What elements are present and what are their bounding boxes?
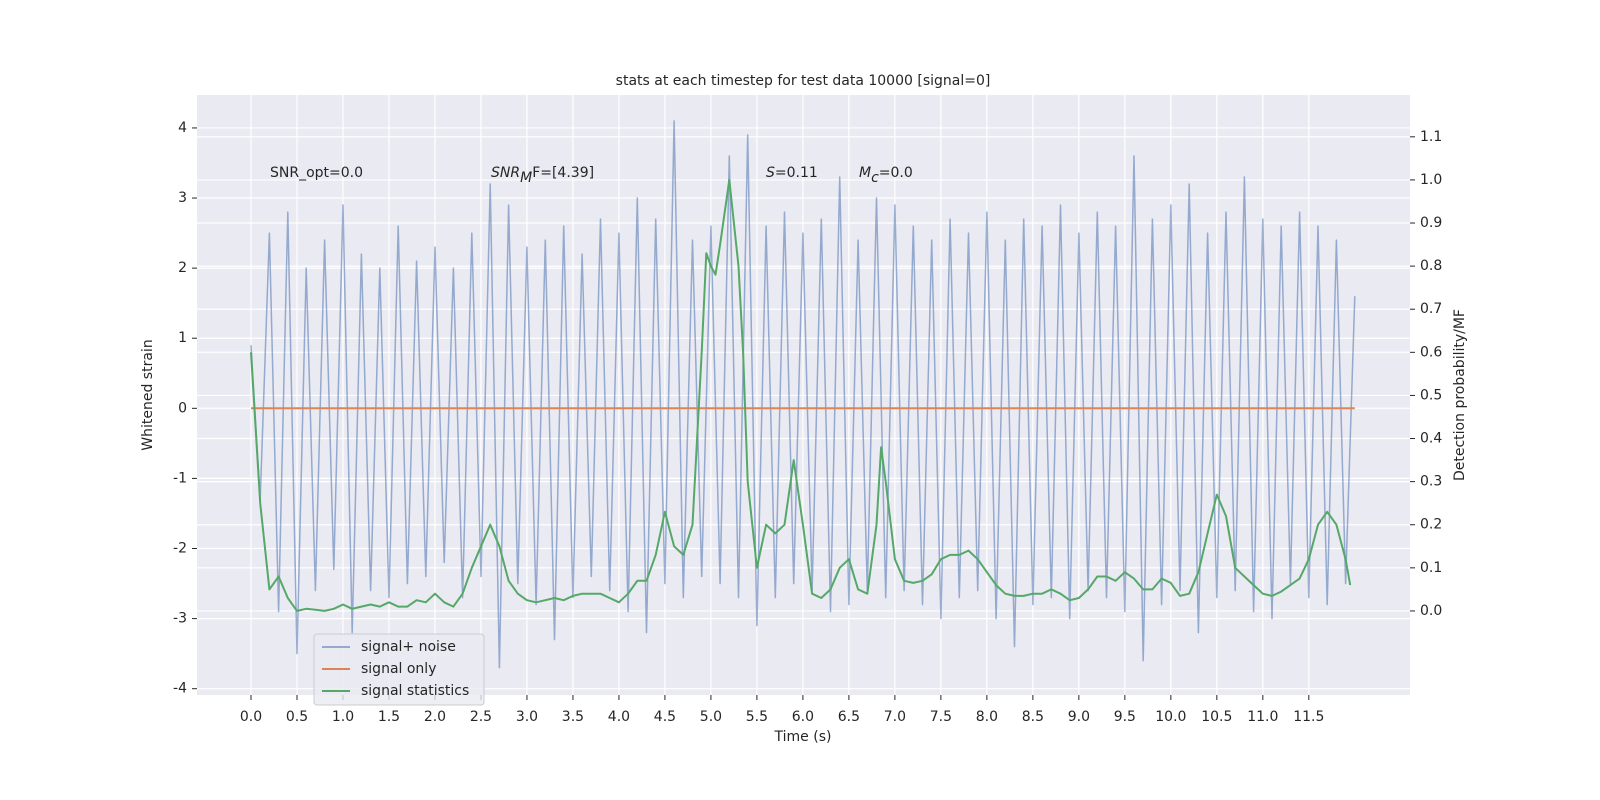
- y2-tick-label: 0.5: [1420, 387, 1442, 403]
- y-tick-label: -4: [173, 681, 187, 697]
- x-tick-label: 11.5: [1293, 709, 1324, 725]
- legend-label: signal only: [361, 661, 436, 677]
- annotation-tail: =0.11: [775, 165, 818, 181]
- x-tick-label: 2.0: [424, 709, 446, 725]
- y2-tick-label: 0.0: [1420, 603, 1442, 619]
- y2-tick-label: 1.0: [1420, 172, 1442, 188]
- y-tick-label: 3: [178, 190, 187, 206]
- y2-tick-label: 0.7: [1420, 301, 1442, 317]
- annotation-base: S: [766, 165, 775, 181]
- annotation-sub: M: [520, 170, 532, 186]
- y2-tick-label: 0.2: [1420, 517, 1442, 533]
- y2-tick-label: 0.6: [1420, 344, 1442, 360]
- annotation-base: SNR: [491, 165, 520, 181]
- y2-tick-label: 0.1: [1420, 560, 1442, 576]
- annotation-tail: F=[4.39]: [532, 165, 594, 181]
- x-tick-label: 0.5: [286, 709, 308, 725]
- x-tick-label: 1.5: [378, 709, 400, 725]
- y2-axis-label: Detection probability/MF: [1452, 309, 1468, 481]
- annotation-base: SNR_opt=0.0: [270, 165, 363, 181]
- x-tick-label: 8.5: [1022, 709, 1044, 725]
- x-tick-label: 11.0: [1247, 709, 1278, 725]
- x-tick-label: 0.0: [240, 709, 262, 725]
- x-tick-label: 1.0: [332, 709, 354, 725]
- y-tick-label: -2: [173, 541, 187, 557]
- y-tick-label: -1: [173, 470, 187, 486]
- y2-tick-label: 0.9: [1420, 215, 1442, 231]
- annotation: Mc=0.0: [859, 165, 913, 186]
- series-line: [250, 178, 1352, 612]
- x-tick-label: 4.0: [608, 709, 630, 725]
- x-tick-label: 2.5: [470, 709, 492, 725]
- x-tick-label: 3.0: [516, 709, 538, 725]
- chart-title: stats at each timestep for test data 100…: [616, 73, 991, 89]
- y-tick-label: 1: [178, 330, 187, 346]
- annotation: S=0.11: [766, 165, 818, 181]
- y2-tick-label: 0.3: [1420, 474, 1442, 490]
- y2-tick-label: 1.1: [1420, 129, 1442, 145]
- x-tick-label: 3.5: [562, 709, 584, 725]
- x-tick-label: 7.0: [884, 709, 906, 725]
- x-tick-label: 8.0: [976, 709, 998, 725]
- x-tick-label: 10.5: [1201, 709, 1232, 725]
- annotation-base: M: [859, 165, 871, 181]
- x-tick-label: 7.5: [930, 709, 952, 725]
- y-axis-label: Whitened strain: [140, 339, 156, 450]
- annotation-tail: =0.0: [879, 165, 913, 181]
- annotation-sub: c: [871, 170, 879, 186]
- legend-box: [313, 633, 485, 706]
- x-tick-label: 9.5: [1114, 709, 1136, 725]
- annotation: SNRMF=[4.39]: [491, 165, 594, 186]
- y-tick-label: 2: [178, 260, 187, 276]
- y2-tick-label: 0.8: [1420, 258, 1442, 274]
- x-tick-label: 10.0: [1155, 709, 1186, 725]
- x-tick-label: 9.0: [1068, 709, 1090, 725]
- y-tick-label: 0: [178, 400, 187, 416]
- series-line: [250, 120, 1356, 669]
- legend-label: signal statistics: [361, 683, 469, 699]
- x-axis-label: Time (s): [774, 729, 832, 745]
- annotation: SNR_opt=0.0: [270, 165, 363, 181]
- x-tick-label: 6.0: [792, 709, 814, 725]
- x-tick-label: 5.0: [700, 709, 722, 725]
- y2-tick-label: 0.4: [1420, 431, 1442, 447]
- x-tick-label: 5.5: [746, 709, 768, 725]
- y-tick-label: 4: [178, 120, 187, 136]
- x-tick-label: 6.5: [838, 709, 860, 725]
- x-tick-label: 4.5: [654, 709, 676, 725]
- y-tick-label: -3: [173, 611, 187, 627]
- legend-label: signal+ noise: [361, 639, 456, 655]
